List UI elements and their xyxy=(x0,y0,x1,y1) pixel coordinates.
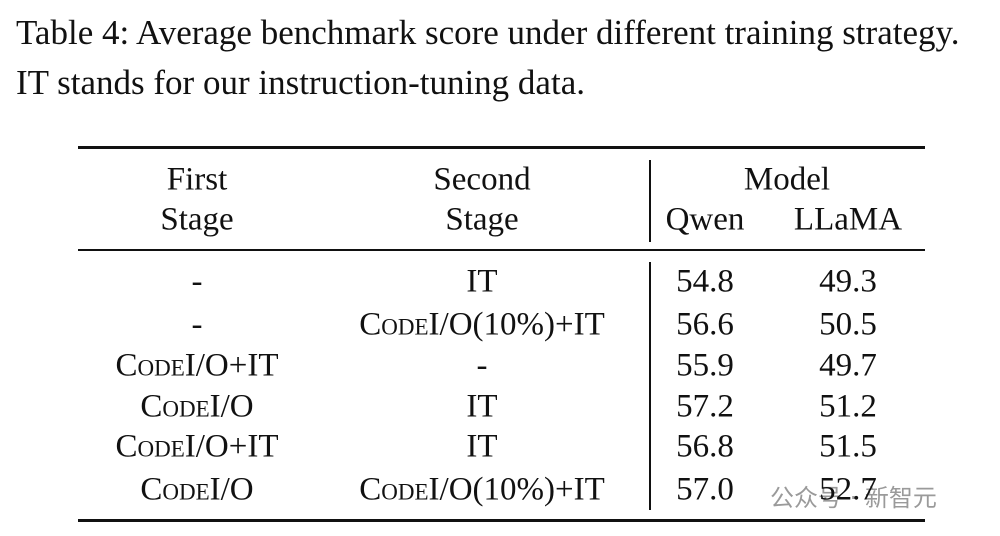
column-header: First xyxy=(166,161,228,198)
column-header: Second xyxy=(433,161,531,198)
table-cell: - xyxy=(476,347,488,384)
column-header: Stage xyxy=(160,201,234,238)
table-caption: Table 4: Average benchmark score under d… xyxy=(16,13,960,102)
table-cell: - xyxy=(191,263,203,300)
table-cell: 54.8 xyxy=(676,263,734,300)
table-cell: 51.2 xyxy=(819,388,877,425)
table-cell: 49.7 xyxy=(819,347,877,384)
table-cell: CodeI/O+IT xyxy=(115,347,279,384)
mid-rule xyxy=(78,249,925,251)
bottom-rule xyxy=(78,519,925,522)
table-cell: CodeI/O xyxy=(140,471,254,508)
table-cell: 57.2 xyxy=(676,388,734,425)
table-cell: 50.5 xyxy=(819,306,877,343)
table-cell: CodeI/O(10%)+IT xyxy=(359,471,605,508)
column-header: LLaMA xyxy=(793,201,903,238)
column-divider xyxy=(649,262,651,510)
table-cell: CodeI/O(10%)+IT xyxy=(359,306,605,343)
watermark: 公众号 · 新智元 xyxy=(770,484,937,512)
top-rule xyxy=(78,146,925,149)
column-header: Qwen xyxy=(665,201,745,238)
table-cell: 56.8 xyxy=(676,428,734,465)
column-divider xyxy=(649,160,651,242)
table-cell: - xyxy=(191,306,203,343)
table-cell: IT xyxy=(466,428,498,465)
table-cell: CodeI/O+IT xyxy=(115,428,279,465)
table-cell: 57.0 xyxy=(676,471,734,508)
table-cell: CodeI/O xyxy=(140,388,254,425)
group-header: Model xyxy=(743,161,831,198)
table-cell: 52.7 xyxy=(819,471,877,508)
column-header: Stage xyxy=(445,201,519,238)
table-cell: 51.5 xyxy=(819,428,877,465)
table-cell: 56.6 xyxy=(676,306,734,343)
table-cell: IT xyxy=(466,388,498,425)
table-cell: 49.3 xyxy=(819,263,877,300)
table-cell: IT xyxy=(466,263,498,300)
table-cell: 55.9 xyxy=(676,347,734,384)
